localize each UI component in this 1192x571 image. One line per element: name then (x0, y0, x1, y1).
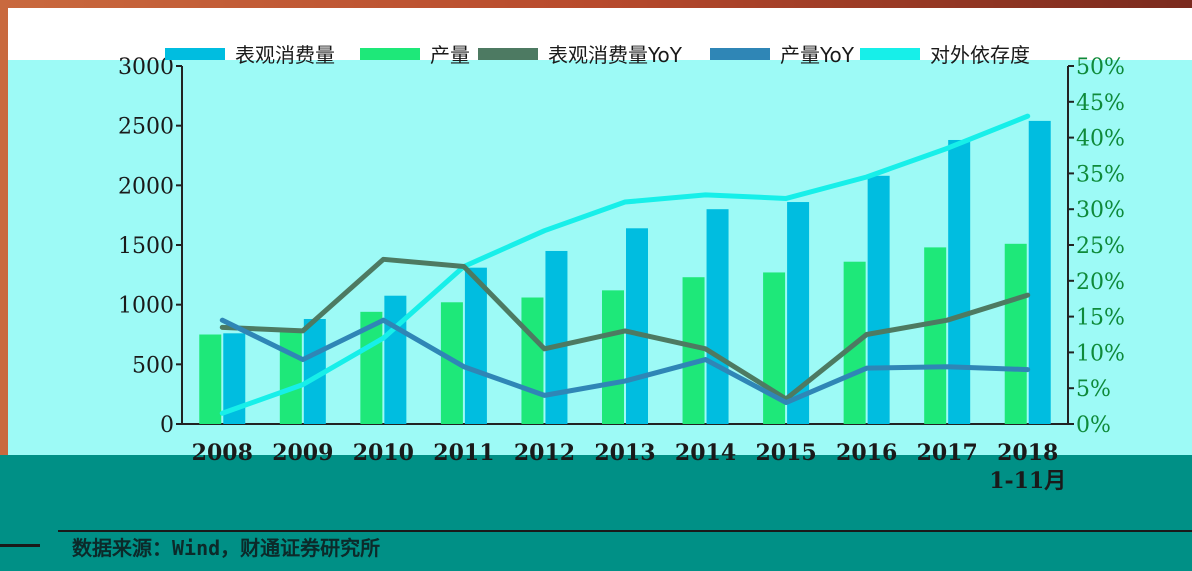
y-tick-label: 2500 (118, 115, 174, 140)
y2-tick-label: 5% (1076, 377, 1111, 402)
bar-consumption (464, 267, 487, 424)
footer-band (0, 455, 1192, 571)
legend-swatch (165, 48, 225, 60)
legend-swatch (710, 48, 770, 60)
y-tick-label: 1000 (118, 294, 174, 319)
line-production-yoy (219, 317, 1031, 406)
bar-production (1004, 243, 1027, 424)
y2-tick-label: 45% (1076, 91, 1125, 116)
y-tick-label: 1500 (118, 234, 174, 259)
x-tick-label: 2016 (836, 440, 897, 466)
x-tick-label: 1-11月 (989, 468, 1066, 494)
bar-production (440, 302, 463, 424)
x-tick-label: 2015 (755, 440, 816, 466)
line-consumption-yoy (219, 256, 1031, 402)
bar-production (199, 334, 222, 424)
y2-tick-label: 25% (1076, 234, 1125, 259)
legend-label: 产量 (430, 43, 470, 67)
x-tick-label: 2013 (594, 440, 655, 466)
x-tick-label: 2018 (997, 440, 1058, 466)
legend-label: 对外依存度 (930, 43, 1030, 67)
legend-swatch (478, 48, 538, 60)
y-tick-label: 2000 (118, 174, 174, 199)
x-tick-label: 2014 (675, 440, 736, 466)
legend-swatch (360, 48, 420, 60)
x-tick-label: 2010 (353, 440, 414, 466)
x-tick-label: 2012 (514, 440, 575, 466)
y2-tick-label: 40% (1076, 127, 1125, 152)
bar-consumption (706, 209, 729, 424)
source-bullet-rule (0, 544, 40, 547)
y-tick-label: 0 (160, 413, 174, 438)
y2-tick-label: 10% (1076, 341, 1125, 366)
x-tick-label: 2011 (433, 440, 494, 466)
y2-tick-label: 35% (1076, 162, 1125, 187)
bar-consumption (303, 318, 326, 424)
bar-production (279, 328, 302, 424)
x-tick-label: 2017 (917, 440, 978, 466)
source-note: 数据来源：Wind，财通证券研究所 (72, 536, 381, 560)
y2-tick-label: 30% (1076, 198, 1125, 223)
y2-tick-label: 50% (1076, 55, 1125, 80)
legend-label: 产量YoY (780, 43, 855, 67)
bar-production (682, 277, 705, 424)
y2-tick-label: 20% (1076, 270, 1125, 295)
bar-consumption (948, 139, 971, 424)
bar-production (924, 247, 947, 424)
y-tick-label: 500 (132, 353, 174, 378)
y2-tick-label: 15% (1076, 306, 1125, 331)
bar-consumption (545, 250, 568, 424)
source-rule (58, 530, 1192, 532)
legend-label: 表观消费量 (235, 43, 335, 67)
legend-swatch (860, 48, 920, 60)
line-dependence (219, 113, 1031, 416)
y2-tick-label: 0% (1076, 413, 1111, 438)
bar-production (521, 297, 544, 424)
bar-consumption (867, 175, 890, 424)
bar-consumption (1028, 120, 1051, 424)
bar-consumption (626, 228, 648, 424)
bar-consumption (223, 333, 246, 424)
x-tick-label: 2009 (272, 440, 333, 466)
bar-production (602, 290, 624, 424)
legend-label: 表观消费量YoY (548, 43, 683, 67)
bar-consumption (787, 202, 810, 424)
y-tick-label: 3000 (118, 55, 174, 80)
x-tick-label: 2008 (192, 440, 253, 466)
bar-consumption (384, 295, 407, 424)
